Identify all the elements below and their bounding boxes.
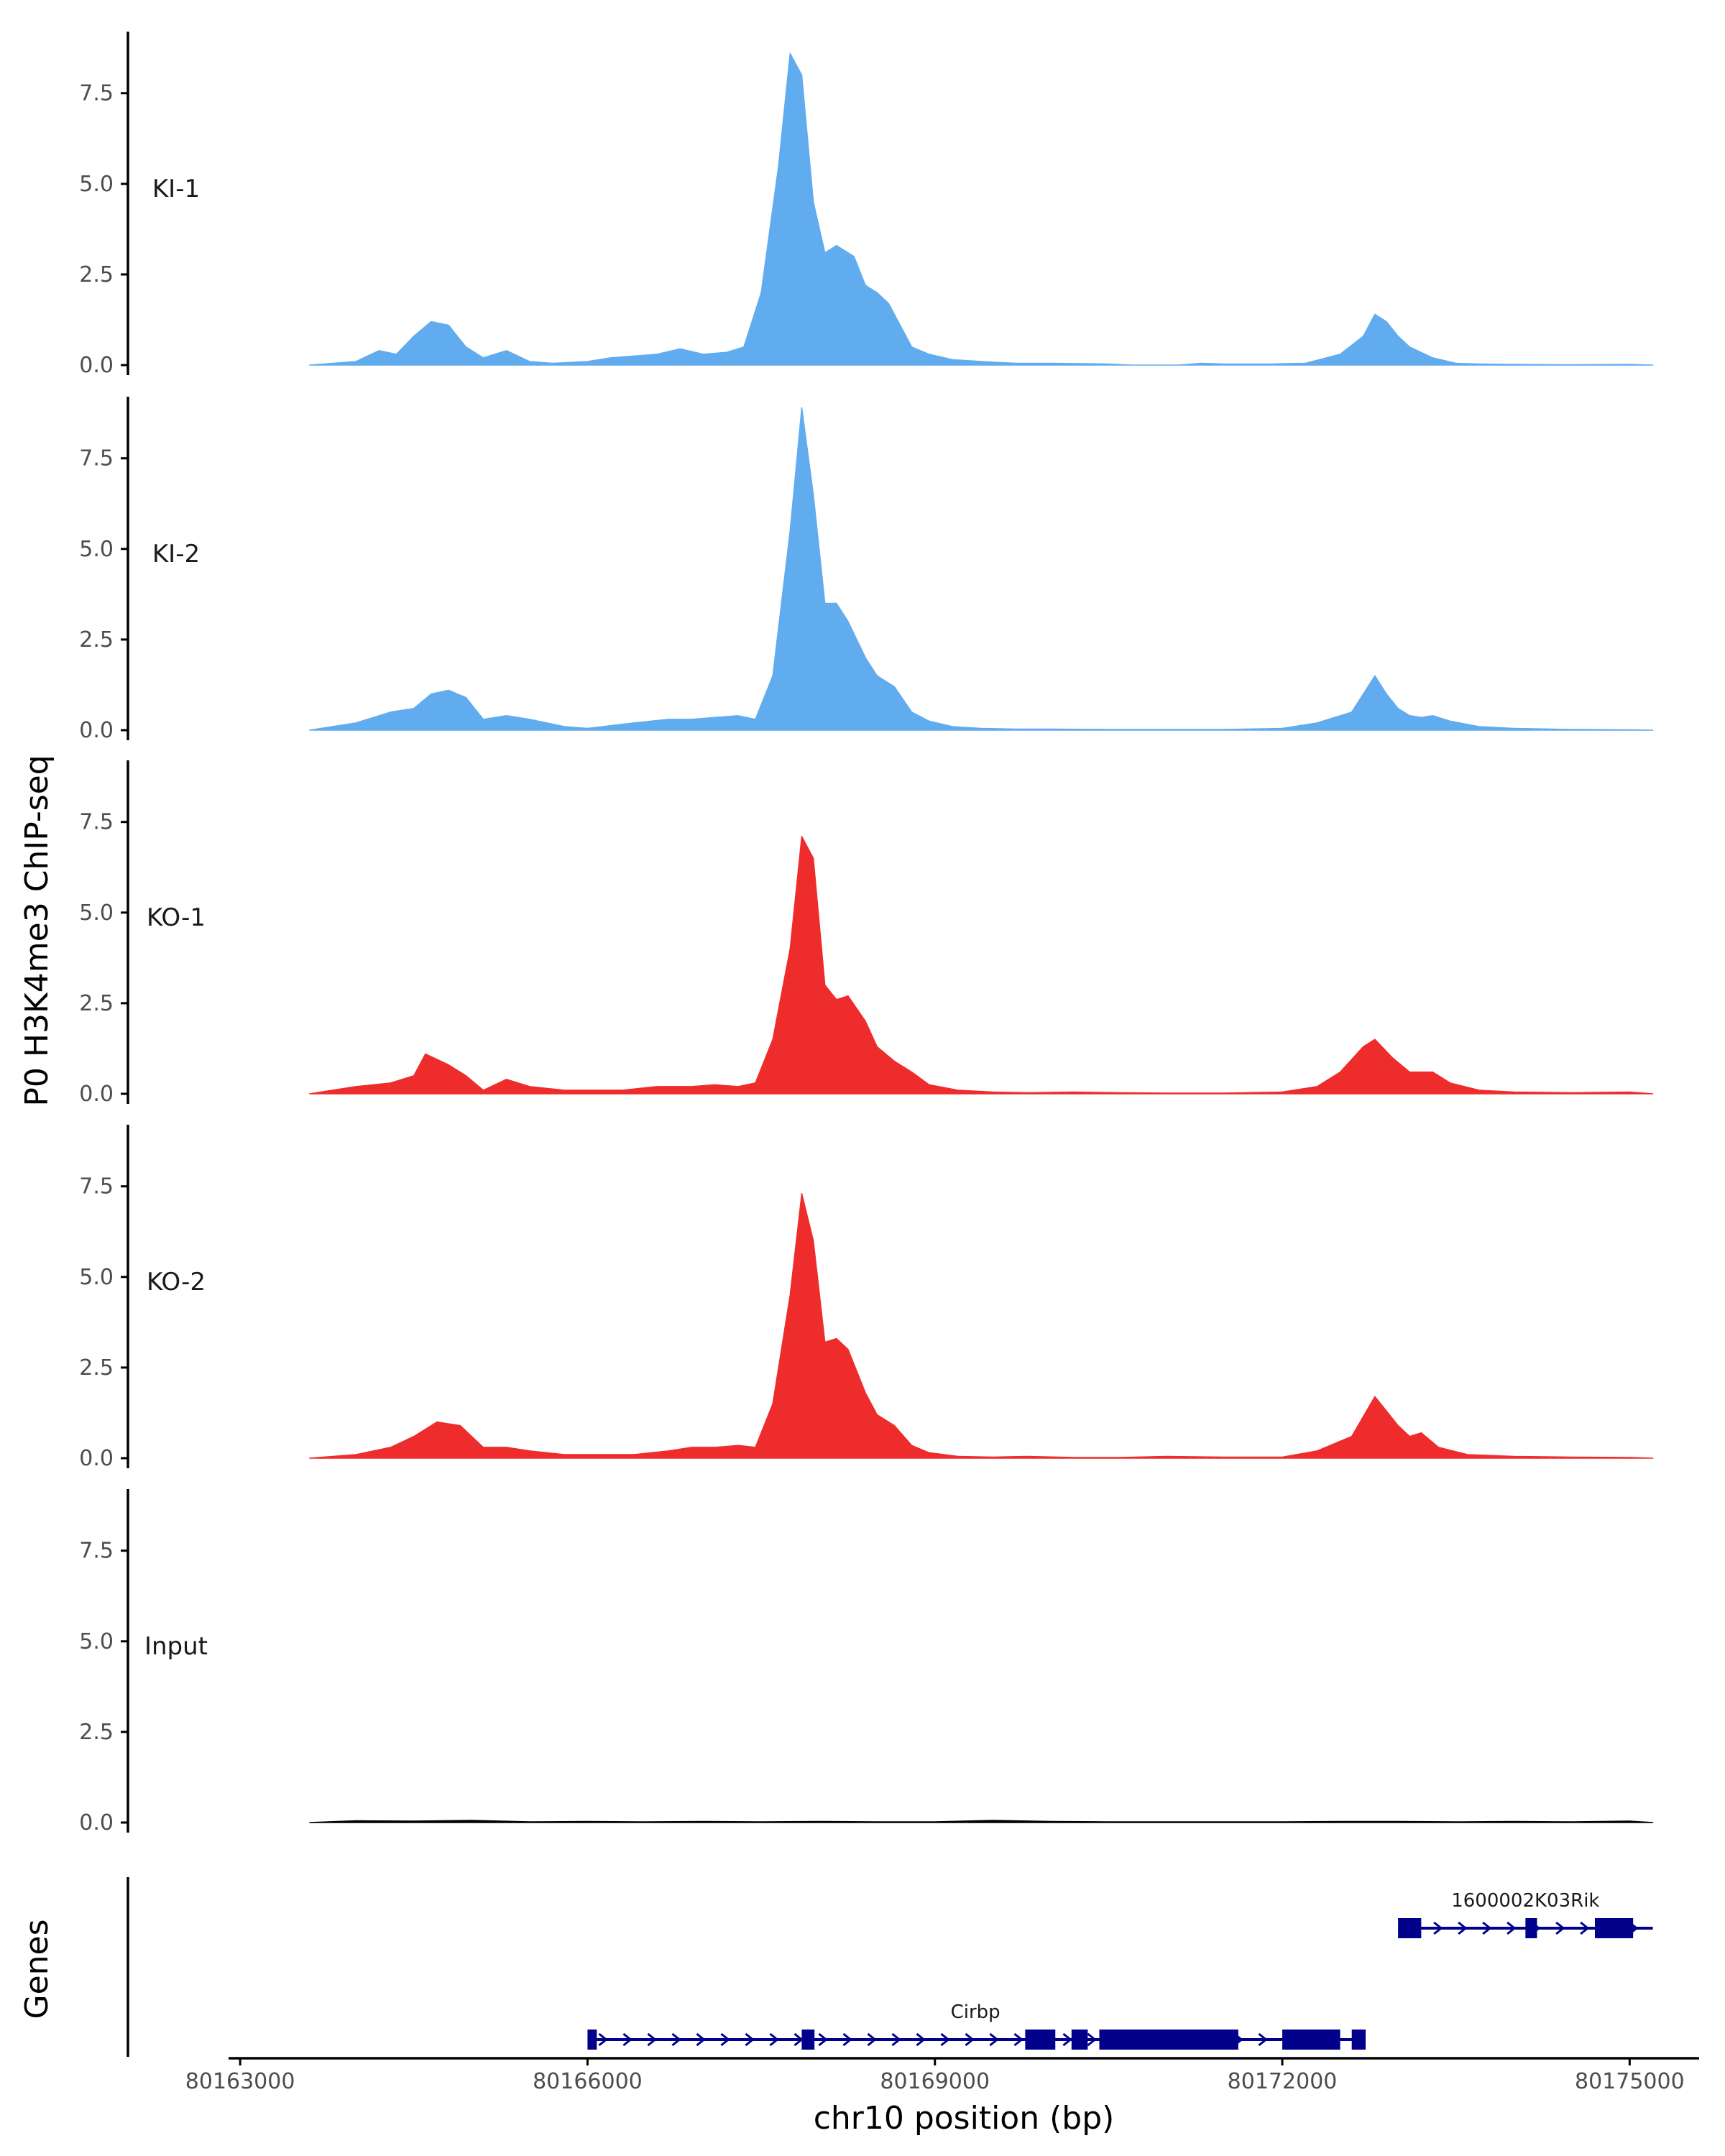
strand-arrow bbox=[965, 2032, 975, 2047]
strand-arrow bbox=[1087, 2032, 1097, 2047]
track-label: KI-1 bbox=[152, 175, 200, 203]
y-tick-label: 7.5 bbox=[79, 1539, 114, 1564]
track-label: KI-2 bbox=[152, 540, 200, 568]
track-panel-ki-1: 0.0 2.5 5.0 7.5 KI-1 bbox=[79, 32, 1654, 378]
track-label: KO-1 bbox=[147, 903, 206, 932]
track-panel-ko-1: 0.0 2.5 5.0 7.5 KO-1 bbox=[79, 760, 1654, 1107]
strand-arrow bbox=[891, 2032, 901, 2047]
strand-arrow bbox=[1506, 1921, 1517, 1935]
strand-arrow bbox=[867, 2032, 877, 2047]
gene-cirbp: Cirbp bbox=[587, 2001, 1366, 2050]
signal-area-ki-2 bbox=[309, 407, 1654, 731]
strand-arrow bbox=[794, 2032, 804, 2047]
strand-arrow bbox=[720, 2032, 730, 2047]
gene-1600002k03rik: 1600002K03Rik bbox=[1398, 1890, 1653, 1938]
track-label: Input bbox=[144, 1632, 208, 1661]
strand-arrow bbox=[647, 2032, 657, 2047]
gene-exon bbox=[1025, 2030, 1056, 2050]
y-axis-title: P0 H3K4me3 ChIP-seq bbox=[19, 755, 55, 1106]
signal-area-ko-1 bbox=[309, 836, 1654, 1095]
gene-label: 1600002K03Rik bbox=[1451, 1890, 1599, 1912]
y-tick-label: 7.5 bbox=[79, 446, 114, 471]
strand-arrow bbox=[1482, 1921, 1492, 1935]
y-tick-label: 5.0 bbox=[79, 900, 114, 926]
strand-arrow bbox=[842, 2032, 852, 2047]
strand-arrow bbox=[1258, 2032, 1268, 2047]
y-tick-label: 2.5 bbox=[79, 1720, 114, 1745]
gene-exon bbox=[1351, 2030, 1366, 2050]
x-tick-label: 80163000 bbox=[185, 2069, 295, 2094]
strand-arrow bbox=[1062, 2032, 1072, 2047]
strand-arrow bbox=[745, 2032, 755, 2047]
signal-area-input bbox=[309, 1820, 1654, 1823]
strand-arrow bbox=[1013, 2032, 1024, 2047]
y-tick-label: 2.5 bbox=[79, 627, 114, 653]
y-tick-label: 5.0 bbox=[79, 1629, 114, 1654]
strand-arrow bbox=[598, 2032, 608, 2047]
y-tick-label: 7.5 bbox=[79, 81, 114, 106]
genes-axis-title: Genes bbox=[19, 1919, 55, 2019]
strand-arrow bbox=[989, 2032, 999, 2047]
strand-arrow bbox=[671, 2032, 681, 2047]
y-tick-label: 7.5 bbox=[79, 810, 114, 835]
signal-area-ki-1 bbox=[309, 52, 1654, 366]
y-tick-label: 0.0 bbox=[79, 1446, 114, 1471]
y-tick-label: 2.5 bbox=[79, 262, 114, 287]
strand-arrow bbox=[940, 2032, 950, 2047]
y-tick-label: 2.5 bbox=[79, 991, 114, 1016]
strand-arrow bbox=[1458, 1921, 1468, 1935]
y-tick-label: 2.5 bbox=[79, 1355, 114, 1381]
y-tick-label: 0.0 bbox=[79, 718, 114, 743]
y-tick-label: 0.0 bbox=[79, 1810, 114, 1835]
gene-exon bbox=[1525, 1918, 1537, 1938]
signal-area-ko-2 bbox=[309, 1193, 1654, 1459]
y-tick-label: 5.0 bbox=[79, 1265, 114, 1290]
tracks-layer: 0.0 2.5 5.0 7.5 KI-1 0.0 2.5 5.0 7.5 KI-2 0.0 2.5 5.… bbox=[79, 32, 1654, 1835]
strand-arrow bbox=[1580, 1921, 1590, 1935]
gene-label: Cirbp bbox=[951, 2001, 1000, 2023]
strand-arrow bbox=[769, 2032, 779, 2047]
strand-arrow bbox=[696, 2032, 706, 2047]
strand-arrow bbox=[1433, 1921, 1443, 1935]
track-panel-ko-2: 0.0 2.5 5.0 7.5 KO-2 bbox=[79, 1125, 1654, 1471]
y-tick-label: 0.0 bbox=[79, 1082, 114, 1107]
gene-exon bbox=[1071, 2030, 1088, 2050]
track-panel-input: 0.0 2.5 5.0 7.5 Input bbox=[79, 1489, 1654, 1835]
gene-exon bbox=[1282, 2030, 1340, 2050]
y-tick-label: 5.0 bbox=[79, 172, 114, 197]
gene-exon bbox=[1398, 1918, 1422, 1938]
x-tick-label: 80169000 bbox=[880, 2069, 990, 2094]
strand-arrow bbox=[916, 2032, 926, 2047]
gene-exon bbox=[1595, 1918, 1634, 1938]
x-axis-title: chr10 position (bp) bbox=[814, 2100, 1115, 2137]
y-tick-label: 5.0 bbox=[79, 537, 114, 562]
strand-arrow bbox=[1555, 1921, 1565, 1935]
gene-exon bbox=[1099, 2030, 1238, 2050]
strand-arrow bbox=[622, 2032, 632, 2047]
gene-exon bbox=[801, 2030, 815, 2050]
y-tick-label: 0.0 bbox=[79, 353, 114, 378]
x-tick-label: 80172000 bbox=[1228, 2069, 1338, 2094]
track-panel-ki-2: 0.0 2.5 5.0 7.5 KI-2 bbox=[79, 397, 1654, 743]
x-axis: 80163000 80166000 80169000 80172000 80175000 bbox=[185, 2057, 1699, 2094]
genes-layer: Cirbp 1600002K03Rik bbox=[126, 1877, 1653, 2057]
x-tick-label: 80175000 bbox=[1575, 2069, 1685, 2094]
strand-arrow bbox=[818, 2032, 828, 2047]
track-label: KO-2 bbox=[147, 1268, 206, 1296]
x-tick-label: 80166000 bbox=[533, 2069, 643, 2094]
gene-exon bbox=[587, 2030, 597, 2050]
y-tick-label: 7.5 bbox=[79, 1174, 114, 1199]
